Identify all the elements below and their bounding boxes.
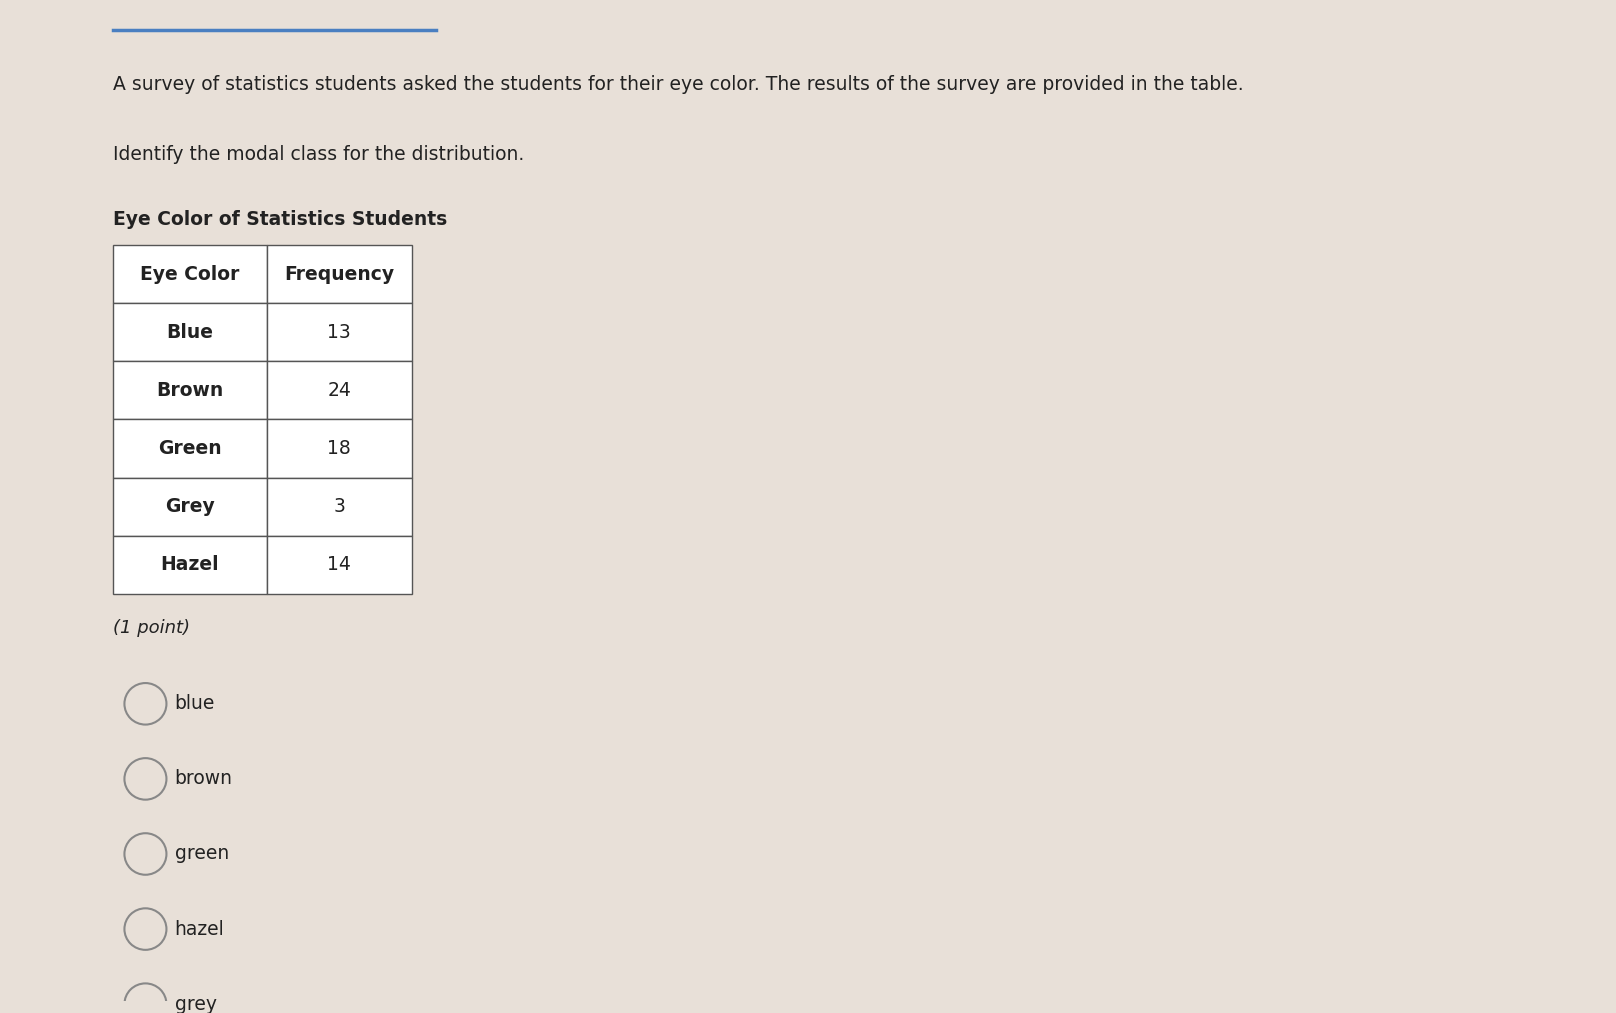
FancyBboxPatch shape	[267, 245, 412, 303]
Text: blue: blue	[175, 694, 215, 713]
FancyBboxPatch shape	[113, 419, 267, 477]
Text: Grey: Grey	[165, 497, 215, 516]
Text: Hazel: Hazel	[160, 555, 220, 574]
Text: Eye Color of Statistics Students: Eye Color of Statistics Students	[113, 211, 448, 229]
Text: Blue: Blue	[166, 323, 213, 341]
FancyBboxPatch shape	[267, 362, 412, 419]
Text: 3: 3	[333, 497, 346, 516]
Text: Eye Color: Eye Color	[141, 264, 239, 284]
Text: grey: grey	[175, 995, 217, 1013]
Text: (1 point): (1 point)	[113, 619, 191, 637]
FancyBboxPatch shape	[113, 536, 267, 594]
Text: 24: 24	[328, 381, 351, 400]
FancyBboxPatch shape	[113, 362, 267, 419]
Text: Brown: Brown	[157, 381, 223, 400]
Text: 13: 13	[328, 323, 351, 341]
Text: hazel: hazel	[175, 920, 225, 939]
Text: 14: 14	[328, 555, 351, 574]
FancyBboxPatch shape	[267, 303, 412, 362]
FancyBboxPatch shape	[267, 477, 412, 536]
Text: Green: Green	[158, 439, 221, 458]
Text: green: green	[175, 845, 229, 863]
FancyBboxPatch shape	[113, 245, 267, 303]
Text: Identify the modal class for the distribution.: Identify the modal class for the distrib…	[113, 145, 524, 164]
FancyBboxPatch shape	[267, 419, 412, 477]
Text: 18: 18	[328, 439, 351, 458]
Text: A survey of statistics students asked the students for their eye color. The resu: A survey of statistics students asked th…	[113, 75, 1244, 94]
Text: brown: brown	[175, 770, 233, 788]
Text: Frequency: Frequency	[284, 264, 394, 284]
FancyBboxPatch shape	[113, 477, 267, 536]
FancyBboxPatch shape	[267, 536, 412, 594]
FancyBboxPatch shape	[113, 303, 267, 362]
